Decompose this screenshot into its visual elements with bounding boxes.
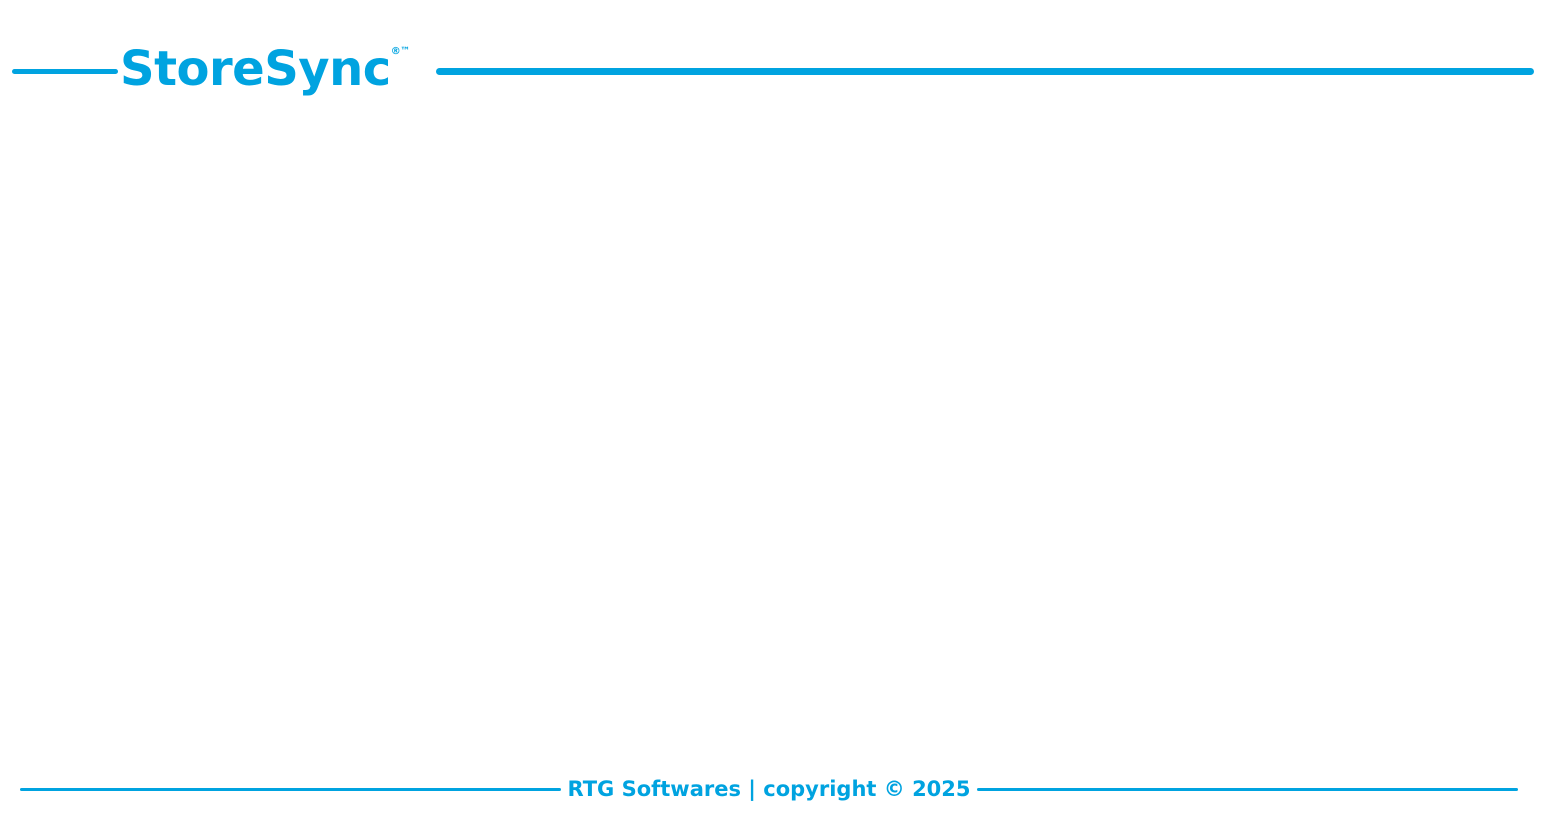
- logo-text: StoreSync: [118, 40, 393, 98]
- footer: RTG Softwares | copyright © 2025: [20, 772, 1518, 806]
- footer-divider-left: [20, 787, 562, 791]
- header-divider-left: [12, 69, 118, 74]
- main-content-area: [0, 110, 1550, 760]
- header-divider-right: [436, 68, 1534, 75]
- storesync-logo[interactable]: StoreSync ®™: [118, 40, 410, 104]
- header: StoreSync ®™: [12, 40, 1534, 104]
- footer-copyright: RTG Softwares | copyright © 2025: [567, 777, 971, 801]
- footer-divider-right: [976, 787, 1518, 791]
- logo-trademark-marks: ®™: [390, 46, 411, 57]
